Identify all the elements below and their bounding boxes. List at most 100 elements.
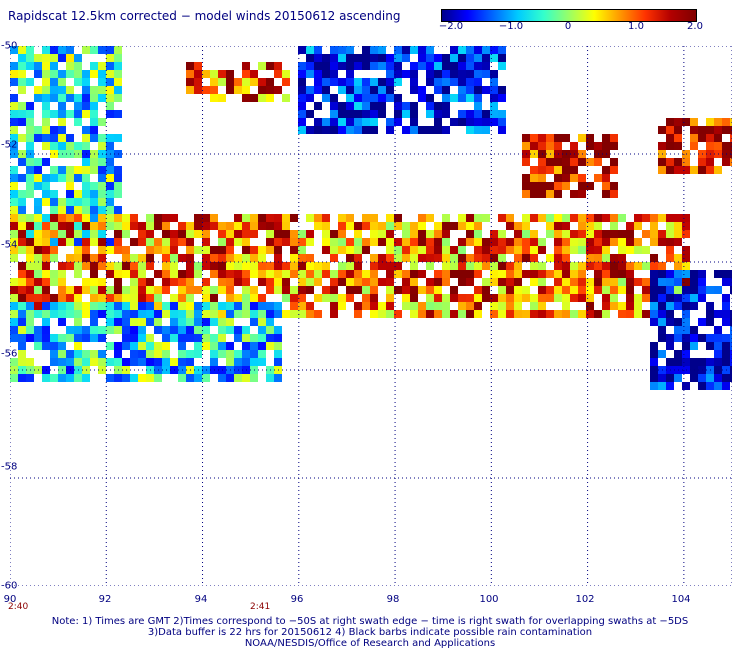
wind-cell [26,222,34,230]
wind-cell [610,142,618,150]
wind-cell [322,78,330,86]
wind-cell [338,238,346,246]
wind-cell [90,198,98,206]
wind-cell [354,302,362,310]
wind-cell [298,270,306,278]
wind-cell [202,246,210,254]
wind-cell [90,134,98,142]
wind-cell [170,262,178,270]
wind-cell [18,278,26,286]
wind-cell [562,302,570,310]
wind-cell [186,358,194,366]
wind-cell [498,46,506,54]
wind-cell [58,262,66,270]
wind-cell [386,86,394,94]
wind-cell [114,374,122,382]
wind-cell [514,222,522,230]
wind-cell [338,46,346,54]
wind-cell [434,310,442,318]
wind-cell [194,374,202,382]
wind-cell [410,230,418,238]
wind-cell [106,326,114,334]
wind-cell [402,102,410,110]
wind-cell [402,230,410,238]
wind-cell [682,294,690,302]
wind-cell [154,374,162,382]
wind-cell [290,310,298,318]
wind-cell [50,270,58,278]
wind-cell [50,358,58,366]
wind-cell [314,62,322,70]
wind-cell [354,94,362,102]
wind-cell [178,238,186,246]
wind-cell [10,286,18,294]
wind-cell [186,238,194,246]
wind-cell [250,270,258,278]
wind-cell [570,294,578,302]
wind-cell [18,174,26,182]
wind-cell [386,238,394,246]
wind-cell [130,326,138,334]
wind-cell [42,198,50,206]
wind-cell [322,222,330,230]
wind-cell [10,246,18,254]
wind-cell [234,326,242,334]
wind-cell [338,110,346,118]
wind-cell [162,270,170,278]
wind-cell [554,222,562,230]
wind-cell [10,230,18,238]
wind-cell [482,238,490,246]
wind-cell [42,70,50,78]
wind-cell [730,310,732,318]
wind-cell [442,214,450,222]
wind-cell [58,334,66,342]
wind-cell [538,302,546,310]
wind-cell [386,230,394,238]
wind-cell [338,54,346,62]
wind-cell [130,334,138,342]
wind-cell [538,134,546,142]
wind-cell [66,310,74,318]
wind-cell [106,62,114,70]
wind-cell [378,222,386,230]
wind-cell [194,302,202,310]
wind-cell [258,358,266,366]
wind-cell [618,302,626,310]
wind-cell [250,374,258,382]
wind-cell [114,302,122,310]
wind-cell [690,302,698,310]
wind-cell [114,286,122,294]
wind-cell [58,166,66,174]
wind-cell [18,198,26,206]
wind-cell [282,286,290,294]
wind-cell [546,166,554,174]
wind-cell [338,246,346,254]
wind-cell [610,182,618,190]
wind-cell [666,270,674,278]
wind-cell [258,94,266,102]
wind-cell [714,326,722,334]
wind-cell [58,318,66,326]
wind-cell [66,326,74,334]
wind-cell [370,214,378,222]
wind-cell [34,302,42,310]
wind-cell [562,174,570,182]
wind-cell [226,342,234,350]
wind-cell [658,294,666,302]
wind-cell [602,238,610,246]
wind-cell [250,230,258,238]
wind-cell [58,70,66,78]
wind-cell [82,238,90,246]
wind-cell [82,254,90,262]
wind-cell [386,70,394,78]
wind-cell [370,294,378,302]
wind-cell [570,270,578,278]
wind-cell [178,326,186,334]
wind-cell [570,190,578,198]
wind-cell [34,326,42,334]
wind-cell [386,214,394,222]
wind-cell [10,110,18,118]
wind-cell [26,214,34,222]
wind-cell [626,278,634,286]
wind-cell [202,238,210,246]
